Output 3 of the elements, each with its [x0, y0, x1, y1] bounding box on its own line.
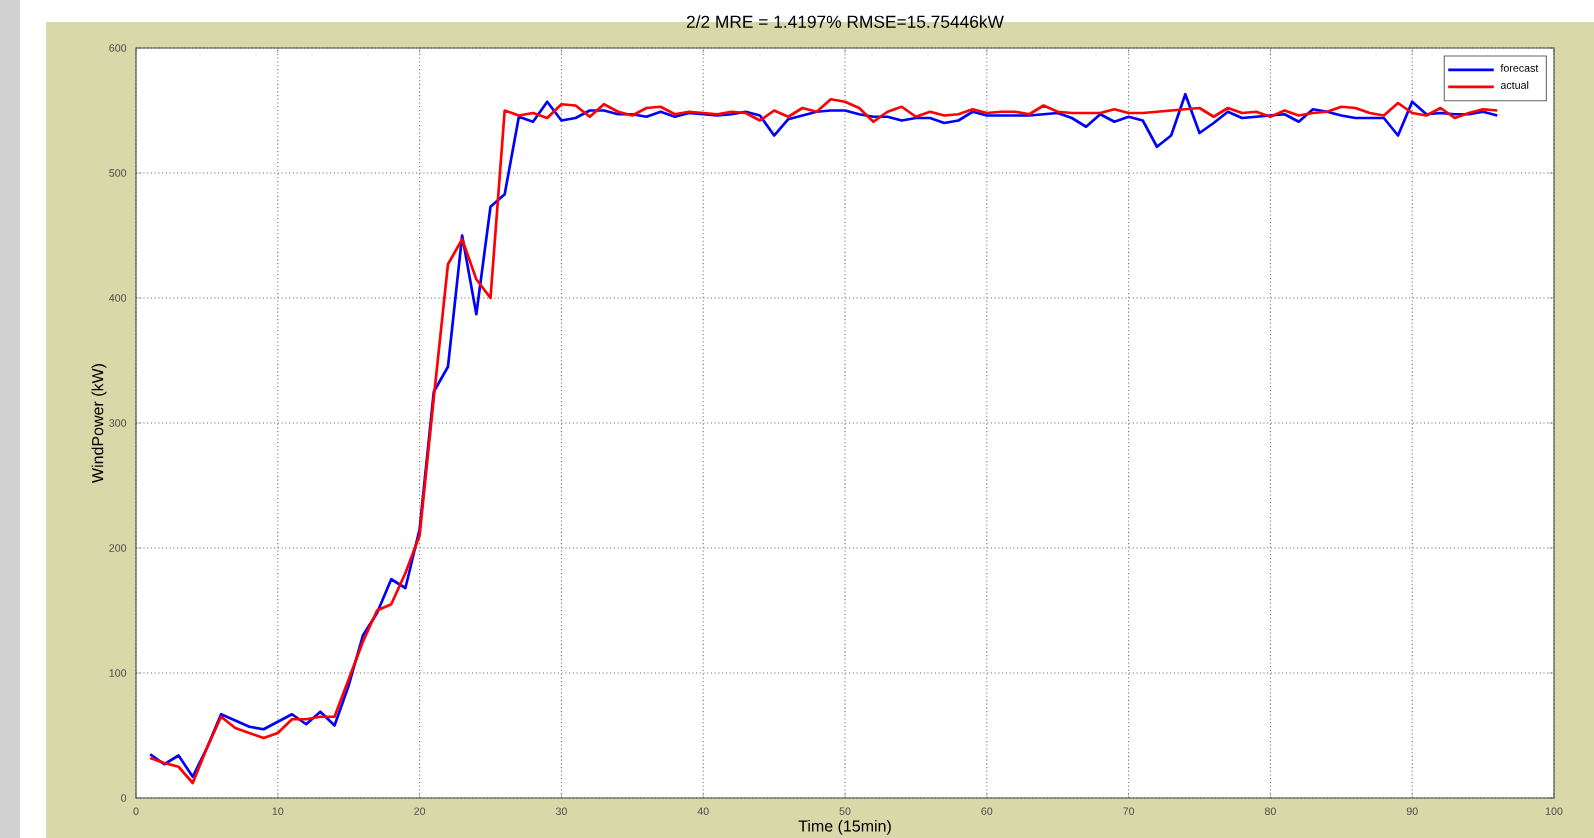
x-axis-title: Time (15min) — [798, 819, 891, 835]
y-axis-title: WindPower (kW) — [91, 364, 107, 483]
chart-title: 2/2 MRE = 1.4197% RMSE=15.75446kW — [686, 15, 1004, 28]
